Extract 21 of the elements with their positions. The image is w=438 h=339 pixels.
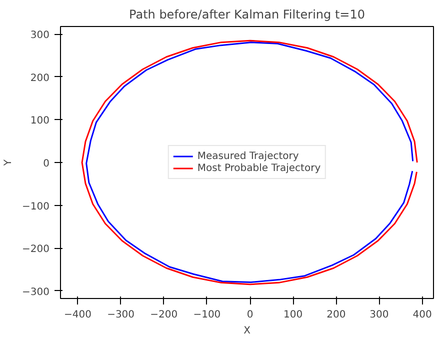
y-tick-label: 0 bbox=[43, 158, 50, 170]
x-tick-label: −200 bbox=[150, 310, 178, 320]
x-tick-label: 100 bbox=[284, 310, 303, 320]
x-tick-label: 200 bbox=[326, 310, 346, 320]
y-tick-label: −100 bbox=[22, 201, 50, 212]
y-tick-label: 300 bbox=[30, 30, 50, 42]
x-axis-title: X bbox=[244, 326, 251, 336]
y-axis-title: Y bbox=[3, 158, 14, 167]
x-tick-label: −400 bbox=[64, 310, 92, 320]
y-tick-label: 100 bbox=[30, 116, 50, 127]
x-tick-label: −300 bbox=[107, 310, 135, 320]
y-tick-label: −200 bbox=[22, 244, 50, 256]
x-tick-label: 400 bbox=[412, 310, 432, 320]
y-tick-label: 200 bbox=[30, 72, 50, 84]
legend-label: Most Probable Trajectory bbox=[197, 162, 321, 174]
chart-title: Path before/after Kalman Filtering t=10 bbox=[129, 8, 365, 22]
x-tick-label: 0 bbox=[246, 310, 254, 320]
y-tick-label: −300 bbox=[22, 286, 50, 298]
legend-label: Measured Trajectory bbox=[197, 150, 299, 162]
x-tick-label: −100 bbox=[193, 310, 221, 320]
x-tick-label: 300 bbox=[370, 310, 389, 320]
